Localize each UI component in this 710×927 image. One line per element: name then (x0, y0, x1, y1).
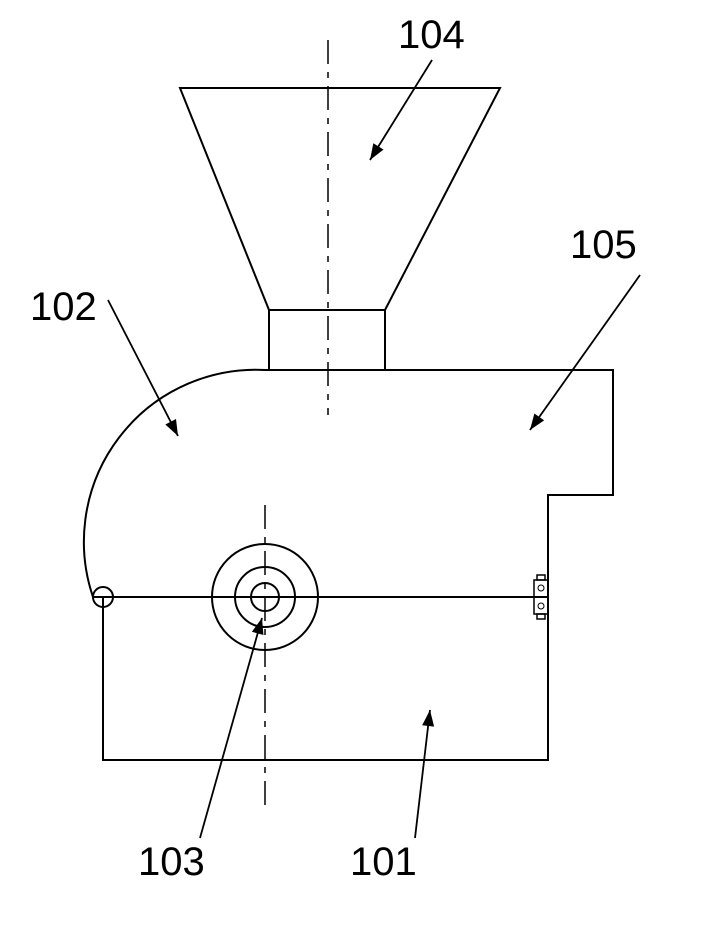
leader-l103 (200, 618, 262, 838)
latch-bolt-2 (538, 603, 544, 609)
label-l101: 101 (350, 840, 417, 884)
arrowhead-l104 (370, 143, 384, 160)
arrowhead-l101 (422, 710, 434, 727)
arrowhead-l102 (165, 419, 178, 436)
leader-l102 (108, 300, 178, 436)
arrowhead-l103 (252, 618, 264, 635)
label-l103: 103 (138, 840, 205, 884)
leader-l101 (415, 710, 430, 838)
label-l102: 102 (30, 285, 97, 329)
label-l105: 105 (570, 223, 637, 267)
latch-top (537, 575, 545, 580)
latch-bolt-1 (538, 585, 544, 591)
hopper-outline (180, 88, 500, 370)
leader-l104 (370, 60, 432, 160)
latch-bottom (537, 614, 545, 619)
body-outline (84, 370, 613, 760)
arrowhead-l105 (530, 413, 544, 430)
leader-l105 (530, 275, 640, 430)
label-l104: 104 (398, 13, 465, 57)
technical-diagram: 104 105 102 103 101 (0, 0, 710, 927)
